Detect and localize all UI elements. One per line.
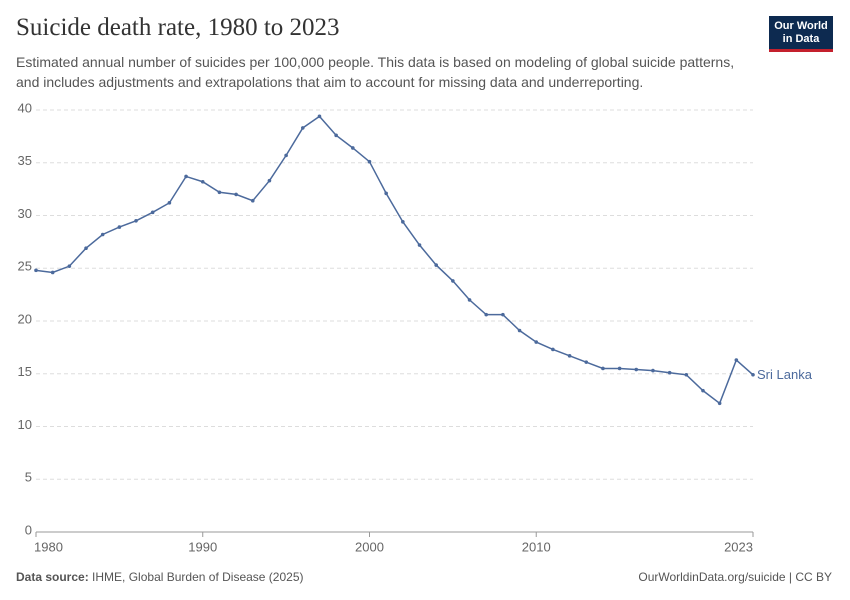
point bbox=[317, 114, 322, 119]
point bbox=[584, 360, 589, 364]
point bbox=[134, 218, 138, 223]
point bbox=[167, 201, 172, 205]
point bbox=[651, 368, 655, 373]
point bbox=[351, 146, 355, 150]
x-tick-label: 1980 bbox=[34, 539, 63, 554]
point bbox=[734, 358, 739, 362]
logo-line: in Data bbox=[782, 33, 820, 45]
point bbox=[601, 366, 605, 371]
point bbox=[217, 190, 222, 195]
point bbox=[300, 126, 305, 130]
point bbox=[701, 388, 705, 393]
series-label: Sri Lanka bbox=[757, 367, 813, 382]
point bbox=[501, 312, 505, 317]
point bbox=[367, 159, 372, 164]
point bbox=[267, 178, 272, 183]
point bbox=[467, 298, 472, 302]
source-label: Data source: bbox=[16, 570, 89, 584]
point bbox=[534, 340, 539, 344]
y-tick-label: 25 bbox=[18, 259, 32, 274]
y-tick-label: 0 bbox=[25, 522, 32, 537]
point bbox=[434, 263, 438, 267]
point bbox=[484, 312, 489, 317]
point bbox=[567, 354, 572, 358]
y-tick-label: 20 bbox=[18, 311, 32, 326]
point bbox=[717, 401, 722, 406]
point bbox=[334, 133, 338, 138]
point bbox=[150, 210, 155, 215]
point bbox=[67, 264, 72, 268]
y-tick-label: 15 bbox=[18, 364, 32, 379]
y-tick-label: 40 bbox=[18, 100, 32, 115]
chart-title: Suicide death rate, 1980 to 2023 bbox=[16, 14, 340, 41]
point bbox=[284, 153, 288, 158]
point bbox=[617, 366, 622, 371]
point bbox=[234, 192, 238, 197]
y-tick-label: 5 bbox=[25, 470, 32, 485]
point bbox=[250, 198, 255, 203]
y-tick-label: 30 bbox=[18, 206, 32, 221]
point bbox=[84, 246, 88, 251]
chart-subtitle: Estimated annual number of suicides per … bbox=[16, 54, 735, 90]
logo-line: Our World bbox=[774, 20, 828, 32]
point bbox=[184, 174, 188, 179]
point bbox=[751, 373, 755, 377]
point bbox=[684, 373, 689, 377]
x-tick-label: 2010 bbox=[522, 539, 551, 554]
logo[interactable]: Our World in Data bbox=[769, 16, 833, 52]
y-tick-label: 10 bbox=[18, 417, 32, 432]
point bbox=[50, 270, 55, 275]
point bbox=[384, 191, 388, 196]
point bbox=[100, 232, 105, 237]
point bbox=[517, 328, 522, 333]
x-tick-label: 2023 bbox=[724, 539, 753, 554]
point bbox=[634, 367, 639, 372]
point bbox=[34, 268, 38, 273]
point bbox=[200, 179, 205, 184]
point bbox=[401, 220, 405, 224]
source: Data source: IHME, Global Burden of Dise… bbox=[16, 570, 303, 584]
point bbox=[667, 370, 672, 375]
point bbox=[417, 243, 422, 247]
point bbox=[117, 225, 122, 229]
source-text: IHME, Global Burden of Disease (2025) bbox=[92, 570, 304, 584]
line bbox=[35, 115, 754, 405]
y-tick-label: 35 bbox=[18, 153, 32, 168]
point bbox=[451, 279, 455, 283]
x-tick-label: 1990 bbox=[188, 539, 217, 554]
point bbox=[551, 347, 555, 352]
credit[interactable]: OurWorldinData.org/suicide | CC BY bbox=[638, 570, 832, 584]
x-tick-label: 2000 bbox=[355, 539, 384, 554]
